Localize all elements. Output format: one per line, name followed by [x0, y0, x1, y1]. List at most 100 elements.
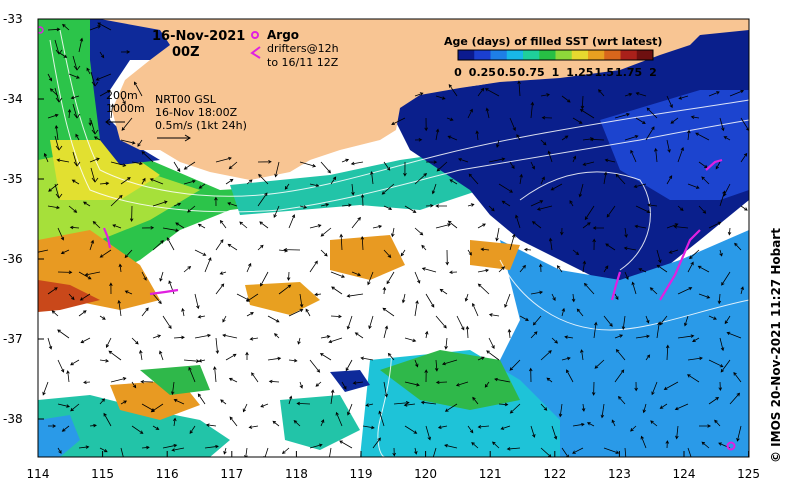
velocity-arrow: [181, 307, 185, 317]
velocity-arrow: [659, 403, 668, 409]
velocity-arrow: [346, 293, 364, 298]
velocity-arrow: [517, 80, 521, 97]
velocity-arrow: [383, 161, 391, 171]
velocity-arrow: [215, 283, 225, 295]
plot-frame: [37, 18, 750, 458]
velocity-arrow: [131, 161, 143, 166]
velocity-arrow: [401, 293, 406, 304]
velocity-arrow: [57, 227, 65, 241]
sst-patch-nw-darkblue: [90, 19, 175, 165]
velocity-arrow: [421, 244, 427, 251]
velocity-arrow: [383, 325, 389, 339]
velocity-arrow: [246, 312, 254, 317]
current-arrow: [54, 183, 63, 199]
velocity-arrow: [435, 95, 446, 100]
velocity-arrow: [591, 381, 596, 396]
velocity-arrow: [529, 367, 533, 383]
velocity-arrow: [721, 271, 731, 286]
velocity-arrow: [638, 268, 647, 273]
velocity-arrow: [603, 171, 608, 185]
velocity-arrow: [54, 124, 59, 141]
velocity-arrow: [108, 350, 122, 361]
velocity-arrow: [89, 423, 97, 428]
velocity-arrow: [468, 173, 479, 185]
velocity-arrow: [581, 403, 586, 412]
velocity-arrow: [715, 161, 721, 170]
colorbar-tick-label: 1.25: [566, 66, 593, 79]
velocity-arrow: [70, 95, 80, 100]
velocity-arrow: [62, 23, 70, 31]
velocity-arrow: [267, 315, 280, 323]
velocity-arrow: [246, 293, 259, 302]
drifter-legend-line2: to 16/11 12Z: [267, 56, 339, 69]
x-axis-ticks: 114 115 116 117 118 119 120 121 122 123 124 125: [27, 451, 760, 481]
velocity-arrow: [227, 202, 238, 207]
velocity-arrow: [365, 403, 374, 407]
velocity-arrow: [677, 147, 684, 163]
velocity-arrow: [523, 247, 532, 252]
drifter-legend-icon: [250, 46, 261, 59]
velocity-arrow: [414, 359, 419, 368]
velocity-arrow: [309, 183, 320, 188]
velocity-arrow: [368, 315, 374, 330]
velocity-arrow: [404, 381, 420, 387]
velocity-arrow: [734, 242, 742, 251]
drifter-track-3: [610, 271, 622, 301]
velocity-arrow: [666, 95, 673, 109]
colorbar-swatch: [490, 50, 508, 60]
velocity-arrow: [272, 420, 280, 427]
colorbar-swatch: [474, 50, 491, 60]
velocity-arrow: [222, 333, 238, 339]
velocity-arrow: [698, 293, 711, 299]
velocity-arrow: [99, 358, 110, 363]
velocity-arrow: [152, 200, 168, 207]
velocity-arrow: [605, 243, 616, 251]
velocity-arrow: [592, 226, 604, 230]
velocity-arrow: [640, 435, 647, 449]
velocity-arrow: [630, 425, 637, 432]
velocity-arrow: [687, 183, 700, 189]
velocity-arrow: [500, 425, 511, 430]
velocity-arrow: [68, 73, 80, 79]
velocity-arrow: [246, 262, 252, 273]
velocity-arrow: [403, 161, 407, 177]
velocity-arrow: [449, 270, 458, 275]
velocity-arrow: [367, 271, 374, 286]
velocity-arrow: [540, 93, 550, 97]
velocity-arrow: [580, 349, 584, 361]
velocity-arrow: [95, 73, 112, 81]
y-tick-label: -34: [3, 92, 23, 106]
velocity-arrow: [651, 381, 658, 396]
velocity-arrow: [319, 353, 332, 361]
velocity-arrow: [120, 447, 124, 457]
current-arrow: [54, 39, 63, 55]
velocity-arrow: [381, 183, 395, 195]
velocity-arrow: [656, 249, 662, 264]
velocity-arrow: [649, 287, 658, 295]
velocity-arrow: [120, 95, 126, 105]
velocity-arrow: [449, 179, 458, 185]
velocity-arrow: [484, 88, 500, 97]
velocity-arrow: [189, 425, 196, 434]
velocity-arrow: [656, 321, 661, 339]
velocity-arrow: [425, 425, 431, 441]
velocity-arrow: [88, 117, 92, 127]
velocity-arrow: [580, 95, 585, 110]
velocity-arrow: [391, 227, 395, 238]
velocity-arrow: [564, 335, 574, 339]
colorbar-ticks: 0 0.25 0.5 0.75 1 1.25 1.5 1.75 2: [454, 66, 657, 79]
velocity-arrow: [249, 337, 259, 341]
velocity-arrow: [70, 359, 80, 366]
velocity-arrow: [477, 424, 490, 429]
velocity-arrow: [260, 271, 269, 287]
velocity-arrow: [71, 179, 80, 185]
velocity-arrow: [152, 240, 164, 251]
velocity-arrow: [370, 170, 374, 185]
velocity-arrow: [392, 447, 396, 457]
velocity-arrow: [572, 447, 584, 454]
velocity-arrow: [647, 203, 658, 207]
velocity-arrow: [736, 425, 742, 442]
sst-patch-center-orange2: [470, 240, 520, 270]
velocity-arrow: [431, 183, 437, 195]
velocity-arrow: [99, 249, 112, 258]
